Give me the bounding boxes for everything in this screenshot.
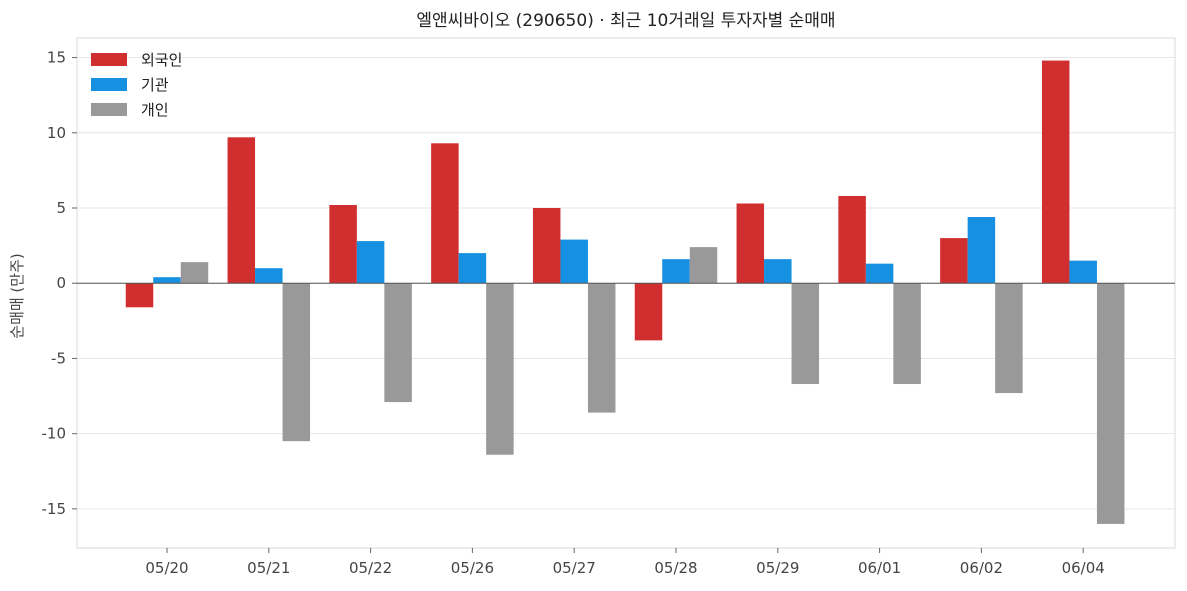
bar-3-05-22 <box>384 283 412 403</box>
y-tick-label: -10 <box>42 425 67 443</box>
bar-1-05-21 <box>227 137 256 284</box>
y-tick-label: 5 <box>56 199 66 217</box>
bar-3-05-26 <box>486 283 514 455</box>
bar-2-06-01 <box>865 263 894 284</box>
legend-swatch-2 <box>91 78 127 91</box>
x-tick-label: 05/29 <box>756 559 799 577</box>
bar-2-06-02 <box>967 217 996 284</box>
bar-3-05-21 <box>282 283 311 442</box>
bar-2-05-22 <box>356 241 385 284</box>
bar-3-05-29 <box>791 283 820 385</box>
x-axis-ticks: 05/20 05/21 05/22 05/26 05/27 05/28 05/29 06/01… <box>145 548 1105 577</box>
bar-1-06-04 <box>1041 60 1070 284</box>
bar-2-05-20 <box>153 277 181 284</box>
legend-swatch-1 <box>91 53 127 66</box>
x-tick-label: 06/01 <box>858 559 901 577</box>
bar-1-05-22 <box>329 204 357 284</box>
bar-3-06-02 <box>995 283 1023 394</box>
bar-1-06-02 <box>940 238 968 284</box>
y-tick-label: -15 <box>42 500 67 518</box>
bar-2-05-28 <box>662 259 690 284</box>
bar-1-05-27 <box>532 208 561 284</box>
bar-3-05-27 <box>587 283 616 413</box>
bar-2-06-04 <box>1069 260 1097 284</box>
x-tick-label: 05/26 <box>451 559 494 577</box>
bar-1-05-26 <box>431 143 459 284</box>
x-tick-label: 05/20 <box>145 559 188 577</box>
x-tick-label: 05/28 <box>654 559 697 577</box>
y-tick-label: 10 <box>47 124 66 142</box>
bar-3-05-20 <box>180 262 209 284</box>
y-axis-label: 순매매 (만주) <box>8 253 26 338</box>
bar-2-05-29 <box>764 259 792 284</box>
legend-label-2: 기관 <box>141 76 169 94</box>
bar-1-05-29 <box>736 203 765 284</box>
y-tick-label: -5 <box>51 349 66 367</box>
bars <box>125 60 1125 524</box>
bar-1-06-01 <box>838 195 866 284</box>
legend-swatch-3 <box>91 103 127 116</box>
y-axis-ticks: 15 10 5 0 -5 -10 -15 <box>42 49 77 518</box>
chart-title: 엘앤씨바이오 (290650) · 최근 10거래일 투자자별 순매매 <box>416 11 835 31</box>
bar-1-05-28 <box>634 283 663 341</box>
legend-label-3: 개인 <box>141 101 169 119</box>
bar-3-05-28 <box>689 247 718 284</box>
legend-label-1: 외국인 <box>141 51 182 69</box>
y-tick-label: 0 <box>56 274 66 292</box>
x-tick-label: 06/02 <box>960 559 1003 577</box>
bar-3-06-04 <box>1096 283 1125 524</box>
x-tick-label: 05/27 <box>553 559 596 577</box>
bar-2-05-21 <box>255 268 283 284</box>
bar-3-06-01 <box>893 283 921 385</box>
bar-2-05-26 <box>458 253 487 284</box>
x-tick-label: 06/04 <box>1062 559 1105 577</box>
y-tick-label: 15 <box>47 49 66 67</box>
plot-frame <box>76 37 1176 549</box>
bar-1-05-20 <box>125 283 154 308</box>
x-tick-label: 05/22 <box>349 559 392 577</box>
x-tick-label: 05/21 <box>247 559 290 577</box>
bar-2-05-27 <box>560 239 588 284</box>
